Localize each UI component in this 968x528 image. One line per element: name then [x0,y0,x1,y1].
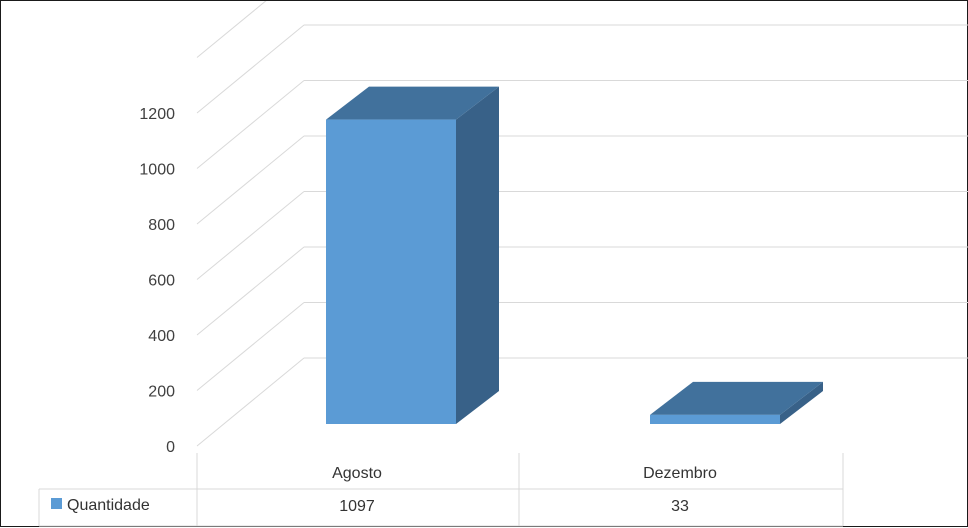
data-table: Agosto Dezembro Quantidade 1097 33 [38,453,844,527]
category-label-dezembro: Dezembro [643,465,717,482]
gridlines [196,1,968,447]
y-tick-label-800: 800 [148,217,175,234]
y-tick-label-0: 0 [166,439,175,456]
gridline-side-0 [196,357,305,447]
y-tick-label-1000: 1000 [139,162,175,179]
bar-front-dezembro [650,414,780,424]
y-tick-label-400: 400 [148,328,175,345]
category-label-agosto: Agosto [332,465,382,482]
y-tick-label-1200: 1200 [139,106,175,123]
y-tick-label-200: 200 [148,384,175,401]
gridline-side-1400 [196,1,267,58]
bar-top-dezembro [650,381,823,415]
y-axis-ticks: 0 200 400 600 800 1000 1200 [139,106,175,456]
gridline-side-1000 [196,80,305,169]
legend-label-quantidade: Quantidade [67,497,150,514]
bar-side-agosto [456,86,499,425]
gridline-side-200 [196,302,305,391]
table-value-agosto: 1097 [339,498,375,515]
gridline-side-1200 [196,24,305,114]
gridline-side-400 [196,246,305,336]
legend-swatch-quantidade [51,498,62,509]
gridline-side-800 [196,135,305,225]
bar-side-dezembro [780,381,823,424]
y-tick-label-600: 600 [148,273,175,290]
gridline-side-600 [196,191,305,280]
bar-top-agosto [326,86,499,120]
bar-front-agosto [326,119,456,425]
bars [326,86,823,425]
table-value-dezembro: 33 [671,498,689,515]
